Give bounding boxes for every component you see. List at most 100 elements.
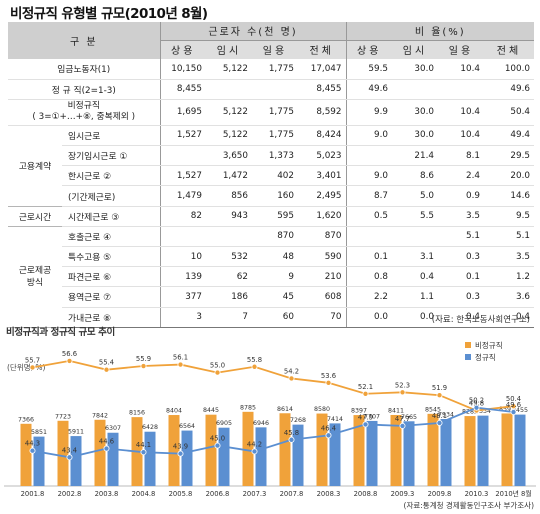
table-cell: 0.4 [484,307,535,328]
category-label: 근로시간 [8,206,62,227]
table-cell: 1,775 [252,99,298,126]
line-value-label: 43.9 [173,443,188,451]
x-tick-label: 2001.8 [21,490,45,498]
x-tick-label: 2007.3 [243,490,267,498]
table-cell: 21.4 [392,145,438,167]
table-cell: 186 [206,286,252,308]
table-row: 비정규직( 3=①+…+⑧, 중복제외 ) 1,695 5,122 1,775 8,59… [8,99,535,126]
line-point [436,392,443,399]
table-row: 용역근로 ⑦ 377 186 45 608 2.2 1.1 0.3 3.6 [8,286,535,308]
line-value-label: 52.3 [395,381,410,389]
line-value-label: 44.3 [25,440,40,448]
bar-value-label: 5911 [68,429,84,436]
table-cell: 0.1 [438,266,484,288]
table-cell: 1,479 [159,185,206,207]
table-cell: 49.6 [484,79,535,100]
line-point [103,445,110,452]
header-ratio: 비 율(%) [345,22,535,41]
table-row: 근로제공방식 호출근로 ④ 870 870 5.1 5.1 [8,226,535,328]
bar-value-label: 8156 [129,410,145,417]
bar-irregular [390,414,402,486]
table-source: (자료: 한국노동사회연구소) [431,315,530,325]
table-cell: 0.4 [392,266,438,288]
table-cell: 0.0 [345,307,392,328]
table-row: 임금노동자(1) 10,150 5,122 1,775 17,047 59.5 30.0 10… [8,59,535,80]
bar-value-label: 7366 [18,416,34,423]
row-label: 정 규 직(2=1-3) [8,79,160,100]
table-cell: 870 [298,226,346,248]
table-cell: 59.5 [345,59,392,80]
line-point [399,389,406,396]
line-point [29,364,36,371]
table-cell: 45 [252,286,298,308]
table-cell: 10.4 [438,99,484,126]
subheader: 상용 [159,40,206,59]
bar-regular [403,421,415,486]
bar-value-label: 7665 [401,414,417,421]
table-cell: 2.2 [345,286,392,308]
bar-irregular [427,413,439,486]
line-value-label: 55.8 [247,356,262,364]
table-cell: 50.4 [484,99,535,126]
line-value-label: 43.4 [62,446,77,454]
table-cell: 30.0 [392,99,438,126]
table-cell: 9.0 [345,165,392,187]
table-cell: 17,047 [298,59,346,80]
row-label: (기간제근로) [62,185,160,207]
table-cell: 3,401 [298,165,346,187]
table-cell: 5,023 [298,145,346,167]
header-workers: 근로자 수(천 명) [159,22,346,41]
line-point [362,390,369,397]
table-cell: 49.6 [345,79,392,100]
subheader: 일용 [252,40,298,59]
table-cell [159,145,206,167]
bar-value-label: 7842 [92,412,108,419]
line-point [288,436,295,443]
table-cell: 29.5 [484,145,535,167]
table-cell: 8,455 [298,79,346,100]
bar-irregular [464,416,476,486]
bar-irregular [168,415,180,486]
x-tick-label: 2008.3 [317,490,341,498]
legend-swatch [465,354,471,360]
table-row: 장기임시근로 ① 3,650 1,373 5,023 21.4 8.1 29.5 [8,145,535,167]
table-cell: 1,472 [206,165,252,187]
row-label: 가내근로 ⑧ [62,307,160,328]
table-cell: 1,775 [252,59,298,80]
table-cell: 0.3 [438,286,484,308]
table-cell: 0.4 [438,307,484,328]
table-cell: 1,620 [298,206,346,227]
subheader: 일용 [438,40,484,59]
line-point [140,449,147,456]
row-label: 용역근로 ⑦ [62,286,160,308]
table-cell: 608 [298,286,346,308]
line-value-label: 56.6 [62,350,77,358]
table-cell: 10.4 [438,59,484,80]
bar-irregular [353,415,365,486]
row-label: 호출근로 ④ [62,226,160,248]
legend-label: 정규직 [475,352,496,362]
subheader: 임시 [206,40,252,59]
table-cell: 3.5 [438,206,484,227]
subheader: 전체 [484,40,535,59]
bar-value-label: 7934 [438,412,454,419]
bar-value-label: 7268 [290,417,306,424]
x-tick-label: 2009.3 [391,490,415,498]
table-cell: 2,495 [298,185,346,207]
x-tick-label: 2008.8 [354,490,378,498]
line-point [436,419,443,426]
line-value-label: 50.2 [469,397,484,405]
line-value-label: 49.8 [469,400,484,408]
bar-irregular [94,419,106,486]
table-cell: 1,775 [252,125,298,147]
line-point [251,363,258,370]
chart-title: 비정규직과 정규직 규모 추이 [6,327,115,338]
line-point [214,369,221,376]
table-cell: 943 [206,206,252,227]
table-cell: 62 [206,266,252,288]
bar-value-label: 8455 [512,407,528,414]
line-irregular [32,360,514,412]
table-cell: 5,122 [206,59,252,80]
x-tick-label: 2002.8 [58,490,82,498]
subheader: 임시 [392,40,438,59]
